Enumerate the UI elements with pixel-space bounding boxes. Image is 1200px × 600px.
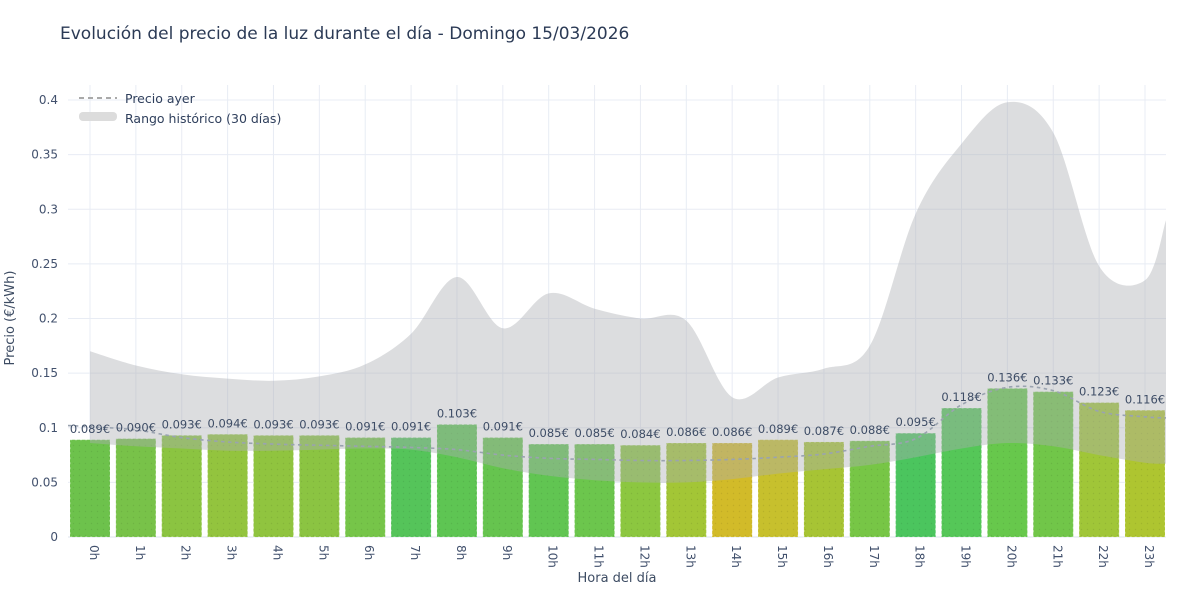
legend-rango-label[interactable]: Rango histórico (30 días) [125, 111, 281, 126]
x-tick-label-17h: 17h [867, 545, 881, 568]
bar-value-label: 0.118€ [941, 390, 981, 404]
x-tick-label-23h: 23h [1142, 545, 1156, 568]
y-tick-label: 0.2 [39, 312, 58, 326]
price-bar-texture [70, 439, 110, 537]
price-bar-texture [436, 424, 477, 537]
bar-value-label: 0.089€ [758, 422, 798, 436]
bar-value-label: 0.087€ [804, 424, 844, 438]
x-tick-label-2h: 2h [179, 545, 193, 560]
y-tick-label: 0.05 [31, 475, 58, 489]
price-bar-texture [115, 438, 156, 537]
price-bar-texture [299, 435, 340, 537]
y-tick-label: 0.1 [39, 421, 58, 435]
price-bar-texture [666, 443, 707, 537]
x-axis-title: Hora del día [578, 571, 657, 586]
bar-value-label: 0.086€ [666, 425, 706, 439]
y-tick-label: 0.35 [31, 148, 58, 162]
price-bar-texture [941, 408, 982, 537]
bar-value-label: 0.084€ [620, 427, 660, 441]
chart-title: Evolución del precio de la luz durante e… [60, 24, 629, 44]
x-tick-label-10h: 10h [546, 545, 560, 568]
price-bar-texture [849, 440, 890, 537]
x-tick-label-21h: 21h [1050, 545, 1064, 568]
x-tick-label-13h: 13h [683, 545, 697, 568]
y-tick-label: 0.4 [39, 93, 58, 107]
y-tick-label: 0.15 [31, 366, 58, 380]
bar-value-label: 0.093€ [253, 417, 293, 431]
x-tick-label-12h: 12h [637, 545, 651, 568]
bar-value-label: 0.088€ [850, 423, 890, 437]
x-tick-label-8h: 8h [454, 545, 468, 560]
bar-value-label: 0.091€ [483, 420, 523, 434]
bar-value-label: 0.093€ [162, 417, 202, 431]
bar-value-label: 0.103€ [437, 406, 477, 420]
y-tick-label: 0.3 [39, 202, 58, 216]
price-bar-texture [391, 437, 432, 537]
bar-value-label: 0.133€ [1033, 374, 1073, 388]
price-bar-texture [161, 435, 202, 537]
yesterday-price-line [67, 385, 1167, 462]
price-bar-texture [528, 444, 569, 537]
bar-value-label: 0.116€ [1125, 392, 1165, 406]
bar-value-label: 0.086€ [712, 425, 752, 439]
bar-value-label: 0.085€ [529, 426, 569, 440]
bar-value-label: 0.091€ [345, 420, 385, 434]
y-tick-label: 0 [50, 530, 58, 544]
plot-area: 0.089€ 0.090€ 0.093€ 0.094€ 0.093€ 0.093€ 0.09… [31, 85, 1167, 568]
x-tick-label-11h: 11h [592, 545, 606, 568]
x-tick-label-18h: 18h [913, 545, 927, 568]
bar-value-label: 0.093€ [299, 417, 339, 431]
legend: Precio ayer Rango histórico (30 días) [79, 91, 281, 126]
bar-value-label: 0.091€ [391, 420, 431, 434]
bar-value-label: 0.095€ [896, 415, 936, 429]
price-bar-texture [1125, 410, 1165, 537]
x-tick-label-9h: 9h [500, 545, 514, 560]
x-tick-label-4h: 4h [270, 545, 284, 560]
x-tick-label-15h: 15h [775, 545, 789, 568]
bar-value-label: 0.089€ [70, 422, 110, 436]
price-bar-texture [207, 434, 248, 537]
legend-rango-swatch [79, 112, 117, 121]
price-bar-texture [758, 439, 799, 537]
x-tick-label-22h: 22h [1096, 545, 1110, 568]
bar-value-label: 0.094€ [207, 416, 247, 430]
x-tick-label-19h: 19h [959, 545, 973, 568]
x-tick-label-1h: 1h [133, 545, 147, 560]
price-bar-texture [253, 435, 294, 537]
price-bar-texture [987, 388, 1028, 537]
x-tick-label-14h: 14h [729, 545, 743, 568]
price-bar-texture [803, 441, 844, 537]
historic-range-area [90, 101, 1166, 483]
x-tick-label-6h: 6h [362, 545, 376, 560]
bar-value-label: 0.136€ [987, 370, 1027, 384]
x-tick-label-16h: 16h [821, 545, 835, 568]
bar-value-label: 0.085€ [574, 426, 614, 440]
legend-precio-ayer-label[interactable]: Precio ayer [125, 91, 196, 106]
price-bar-texture [1079, 402, 1120, 537]
price-bar-texture [345, 437, 386, 537]
x-tick-label-5h: 5h [316, 545, 330, 560]
y-tick-label: 0.25 [31, 257, 58, 271]
price-bar-texture [1033, 391, 1074, 537]
bar-value-label: 0.090€ [116, 421, 156, 435]
x-tick-label-0h: 0h [87, 545, 101, 560]
bar-value-label: 0.123€ [1079, 385, 1119, 399]
x-tick-label-20h: 20h [1004, 545, 1018, 568]
x-tick-label-7h: 7h [408, 545, 422, 560]
x-tick-label-3h: 3h [225, 545, 239, 560]
price-bar-texture [895, 433, 936, 537]
y-axis-title: Precio (€/kWh) [3, 271, 18, 366]
